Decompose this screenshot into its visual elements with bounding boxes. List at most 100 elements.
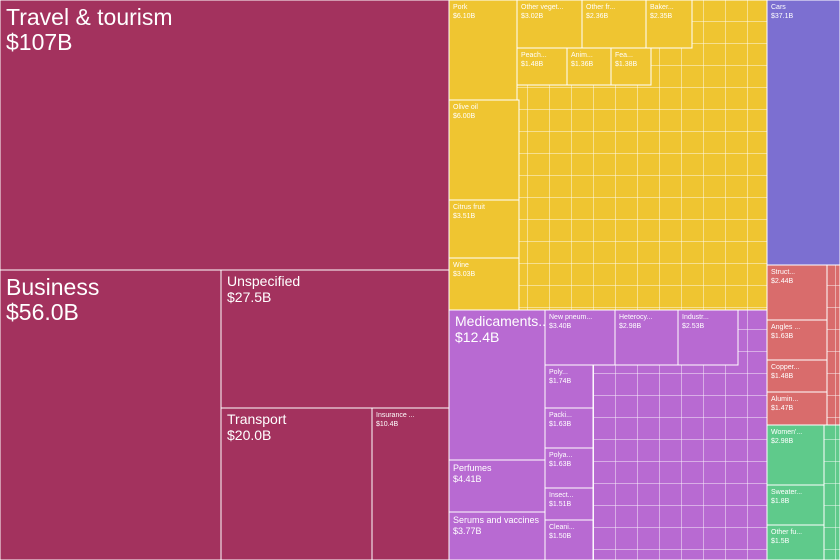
tile-value: $1.38B: [615, 61, 638, 68]
tile-value: $2.98B: [771, 438, 794, 445]
tile-value: $1.63B: [771, 333, 794, 340]
tile-value: $1.5B: [771, 538, 790, 545]
tile: Peach... $1.48B: [516, 47, 568, 86]
tile-rect: [766, 524, 825, 560]
tile-rect: [220, 269, 450, 409]
tile-label: Heterocy...: [619, 314, 652, 321]
tile-rect: [544, 487, 594, 521]
tile-rect: [544, 519, 594, 560]
tile: Polya... $1.63B: [544, 447, 594, 489]
tile-rect: [766, 484, 825, 526]
tile-label: Transport: [227, 411, 287, 427]
tile: Other fu... $1.5B: [766, 524, 825, 560]
tile-rect: [544, 364, 594, 409]
tile-rect: [766, 319, 828, 361]
tile-value: $1.36B: [571, 61, 594, 68]
tile-label: Other fr...: [586, 4, 615, 11]
tile: Serums and vaccines$3.77B: [448, 511, 546, 560]
tile-value: $1.48B: [521, 61, 544, 68]
tile-rect: [448, 99, 520, 201]
tile-label: Other veget...: [521, 4, 563, 11]
tile-label: Copper...: [771, 364, 799, 371]
tile-value: $1.50B: [549, 533, 572, 540]
tile: Angles ... $1.63B: [766, 319, 828, 361]
tile-label: New pneum...: [549, 314, 592, 321]
tile-label: Business: [6, 274, 99, 300]
tile-rect: [220, 407, 373, 560]
tile-value: $1.63B: [549, 461, 572, 468]
tile-label: Fea...: [615, 52, 633, 59]
tile-value: $27.5B: [227, 289, 271, 305]
tile-rect: [0, 0, 450, 271]
tile-label: Serums and vaccines: [453, 515, 540, 525]
tile: Baker... $2.35B: [645, 0, 693, 49]
tile-label: Cleani...: [549, 524, 575, 531]
tile: Women'... $2.98B: [766, 424, 825, 486]
tile-value: $2.53B: [682, 323, 705, 330]
tile-value: $2.44B: [771, 278, 794, 285]
tile: Cars $37.1B: [766, 0, 840, 266]
tile: Packi... $1.63B: [544, 407, 594, 449]
tile-label: Anim...: [571, 52, 593, 59]
tile-value: $1.63B: [549, 421, 572, 428]
tile: Alumin... $1.47B: [766, 391, 828, 426]
tile-label: Unspecified: [227, 273, 300, 289]
tile-label: Olive oil: [453, 104, 478, 111]
tile: Olive oil $6.00B: [448, 99, 520, 201]
tile-label: Travel & tourism: [6, 4, 173, 30]
tile-value: $1.51B: [549, 501, 572, 508]
tile-value: $37.1B: [771, 13, 794, 20]
tile: Travel & tourism$107B: [0, 0, 450, 271]
tile-value: $12.4B: [455, 329, 499, 345]
tile-rect: [516, 47, 568, 86]
tile: Anim... $1.36B: [566, 47, 612, 86]
tile: Struct... $2.44B: [766, 264, 828, 321]
tile-rect: [0, 269, 222, 560]
tile-label: Polya...: [549, 452, 572, 459]
tile-value: $56.0B: [6, 299, 79, 325]
tile-label: Struct...: [771, 269, 795, 276]
tile-label: Citrus fruit: [453, 204, 485, 211]
tile-label: Angles ...: [771, 324, 800, 331]
tile: Other fr... $2.36B: [581, 0, 647, 49]
tile-rect: [766, 424, 825, 486]
tile-value: $107B: [6, 29, 73, 55]
tile: Poly... $1.74B: [544, 364, 594, 409]
tile: Heterocy... $2.98B: [614, 309, 679, 366]
tile-rect: [645, 0, 693, 49]
tile: Copper... $1.48B: [766, 359, 828, 393]
tile: Fea... $1.38B: [610, 47, 652, 86]
tile-value: $20.0B: [227, 427, 271, 443]
tile: Citrus fruit $3.51B: [448, 199, 520, 259]
tile-label: Wine: [453, 262, 469, 269]
tile-rect: [448, 511, 546, 560]
tile: Industr... $2.53B: [677, 309, 739, 366]
tile-value: $3.51B: [453, 213, 476, 220]
tile-label: Women'...: [771, 429, 802, 436]
tile: Perfumes$4.41B: [448, 459, 546, 513]
tile-label: Perfumes: [453, 463, 492, 473]
tile: New pneum... $3.40B: [544, 309, 616, 366]
tile: Business$56.0B: [0, 269, 222, 560]
tile-value: $3.02B: [521, 13, 544, 20]
tile-rect: [677, 309, 739, 366]
tile-rect: [448, 199, 520, 259]
tile-value: $10.4B: [376, 421, 399, 428]
tile-rect: [610, 47, 652, 86]
tile-value: $3.40B: [549, 323, 572, 330]
tile-value: $2.36B: [586, 13, 609, 20]
tile: Pork $6.10B: [448, 0, 518, 101]
tile-label: Pork: [453, 4, 468, 11]
tile-value: $1.48B: [771, 373, 794, 380]
tile-value: $1.74B: [549, 378, 572, 385]
tile-rect: [448, 459, 546, 513]
tile-label: Cars: [771, 4, 786, 11]
tile-value: $3.77B: [453, 526, 482, 536]
tile-label: Alumin...: [771, 396, 798, 403]
tile-rect: [371, 407, 450, 560]
tile-rect: [614, 309, 679, 366]
tile-value: $6.00B: [453, 113, 476, 120]
tile: Other veget... $3.02B: [516, 0, 583, 49]
tile-label: Other fu...: [771, 529, 802, 536]
